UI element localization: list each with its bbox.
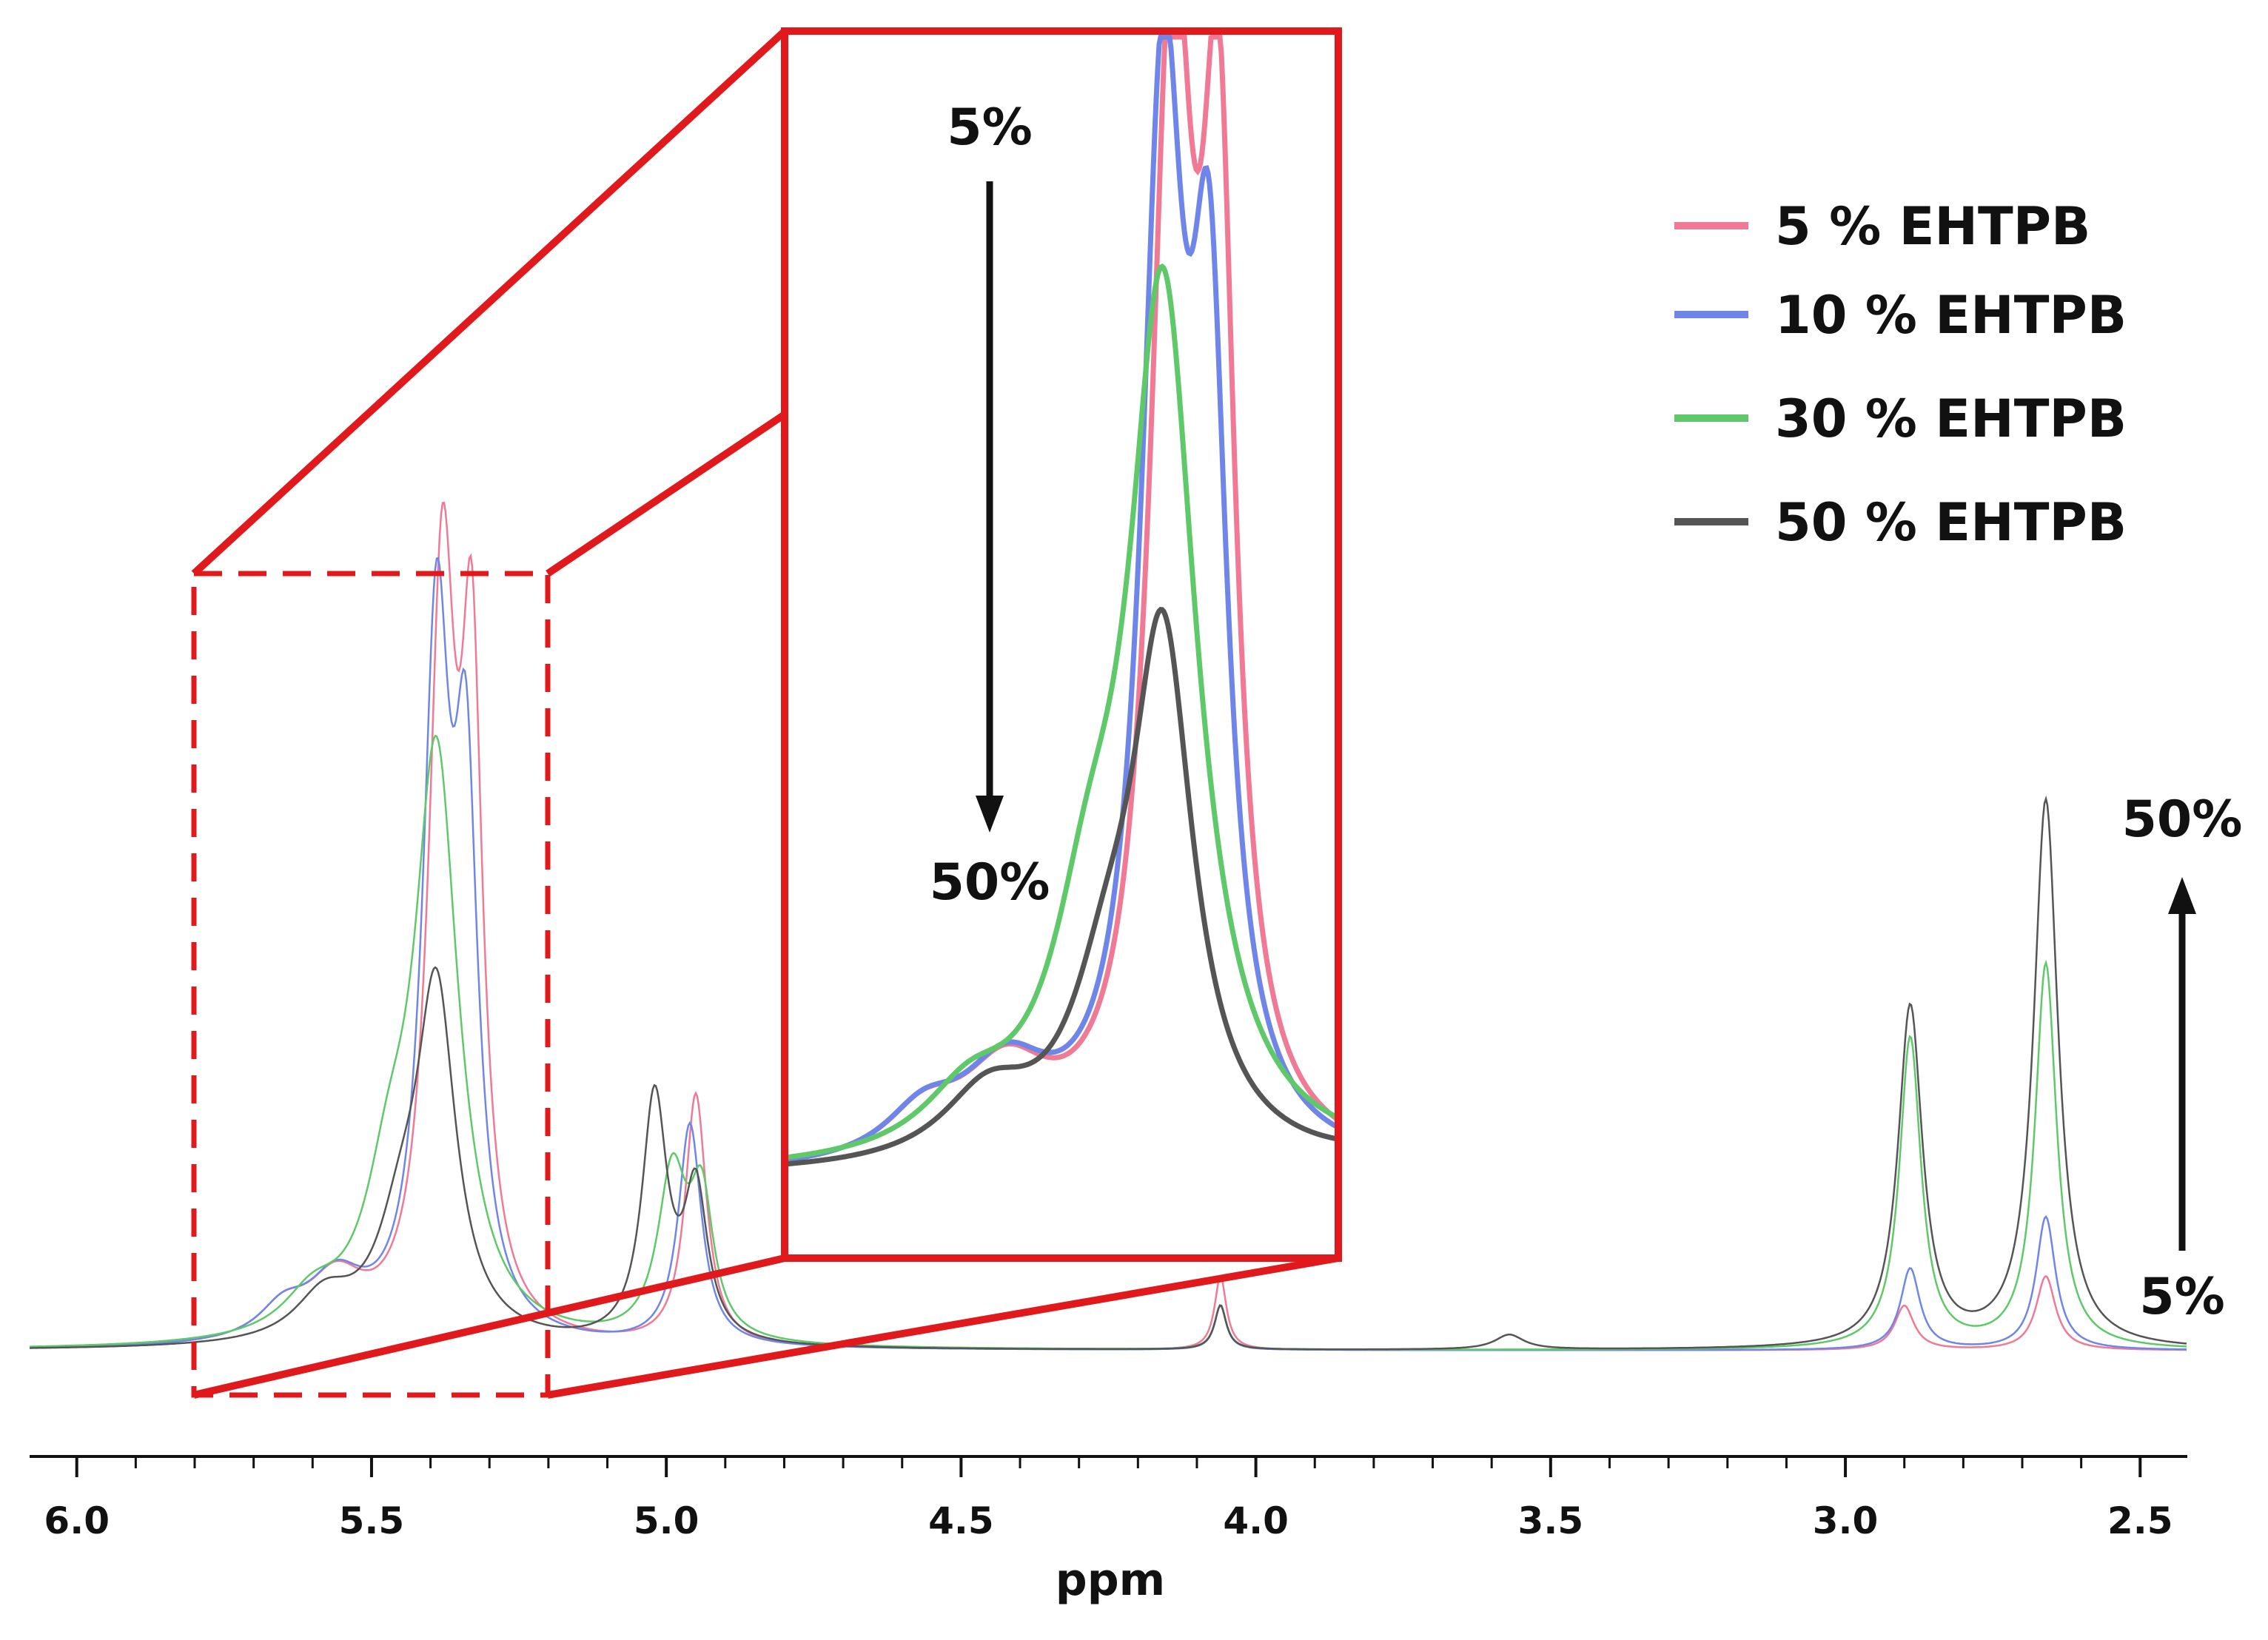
legend-label-30-ehtpb: 30 % EHTPB	[1775, 389, 2127, 449]
x-tick-label: 5.5	[339, 1499, 405, 1542]
arrow-label-top: 50%	[2122, 790, 2243, 849]
inset-background	[785, 31, 1338, 1258]
zoom-connector-bottom-left	[192, 1254, 786, 1399]
x-tick-label: 5.0	[634, 1499, 699, 1542]
x-tick-label: 4.5	[928, 1499, 994, 1542]
series-line-50-ehtpb	[30, 795, 2187, 1351]
zoom-connector-top-left	[191, 28, 788, 577]
legend-label-5-ehtpb: 5 % EHTPB	[1775, 196, 2090, 257]
inset-series-line-10-ehtpb	[784, 34, 1340, 1163]
x-tick-label: 3.0	[1813, 1499, 1879, 1542]
inset-arrow-head	[976, 796, 1004, 833]
x-tick-label: 4.0	[1223, 1499, 1289, 1542]
x-axis-label: ppm	[1056, 1554, 1165, 1606]
inset-annotation-top: 5%	[947, 98, 1032, 157]
zoom-connector-bottom-right	[547, 1254, 1339, 1399]
inset-series-line-30-ehtpb	[784, 263, 1340, 1160]
x-tick-label: 3.5	[1518, 1499, 1584, 1542]
inset-frame	[781, 27, 1342, 1262]
inset-series-line-50-ehtpb	[784, 607, 1339, 1167]
right-arrow-head	[2168, 877, 2196, 914]
arrow-label-bottom: 5%	[2139, 1268, 2224, 1326]
x-axis-ticks	[75, 1456, 2142, 1477]
x-axis-tick-labels: 6.0 5.5 5.0 4.5 4.0 3.5 3.0 2.5	[44, 1499, 2173, 1542]
x-tick-label: 2.5	[2107, 1499, 2173, 1542]
legend-label-50-ehtpb: 50 % EHTPB	[1775, 492, 2127, 553]
inset-annotation-bottom: 50%	[930, 853, 1050, 912]
legend: 5 % EHTPB 10 % EHTPB 30 % EHTPB 50 % EHTPB	[1674, 196, 2127, 553]
zoom-connector-top-right	[546, 411, 787, 577]
x-tick-label: 6.0	[44, 1499, 110, 1542]
main-traces	[29, 501, 2187, 1351]
zoom-region-box	[191, 571, 551, 1398]
inset-traces	[784, 34, 1341, 1167]
legend-label-10-ehtpb: 10 % EHTPB	[1775, 285, 2127, 346]
